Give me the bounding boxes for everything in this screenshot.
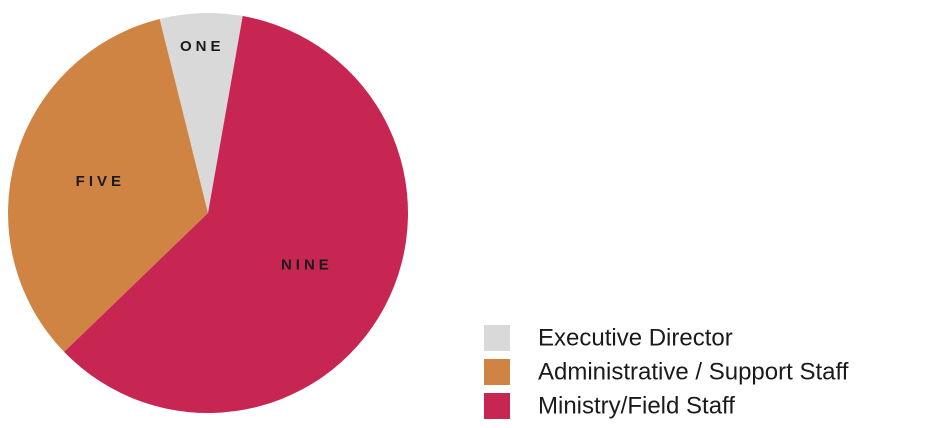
legend-label-2: Administrative / Support Staff [538,358,849,385]
legend-swatch-1 [484,325,510,351]
legend-swatch-2 [484,359,510,385]
pie-slice-nine [64,16,409,414]
pie-slice-label-one: ONE [180,38,225,55]
legend-label-3: Ministry/Field Staff [538,392,735,419]
legend-label-1: Executive Director [538,324,733,351]
pie-slice-labels: ONE FIVE NINE [76,38,333,274]
pie-slice-one [159,13,243,214]
chart-legend: Executive Director Administrative / Suppo… [484,324,849,419]
pie-slice-five [7,18,209,352]
pie-slice-label-nine: NINE [281,257,333,274]
legend-swatch-3 [484,393,510,419]
pie-slice-label-five: FIVE [76,173,125,190]
pie-slices [7,13,409,414]
